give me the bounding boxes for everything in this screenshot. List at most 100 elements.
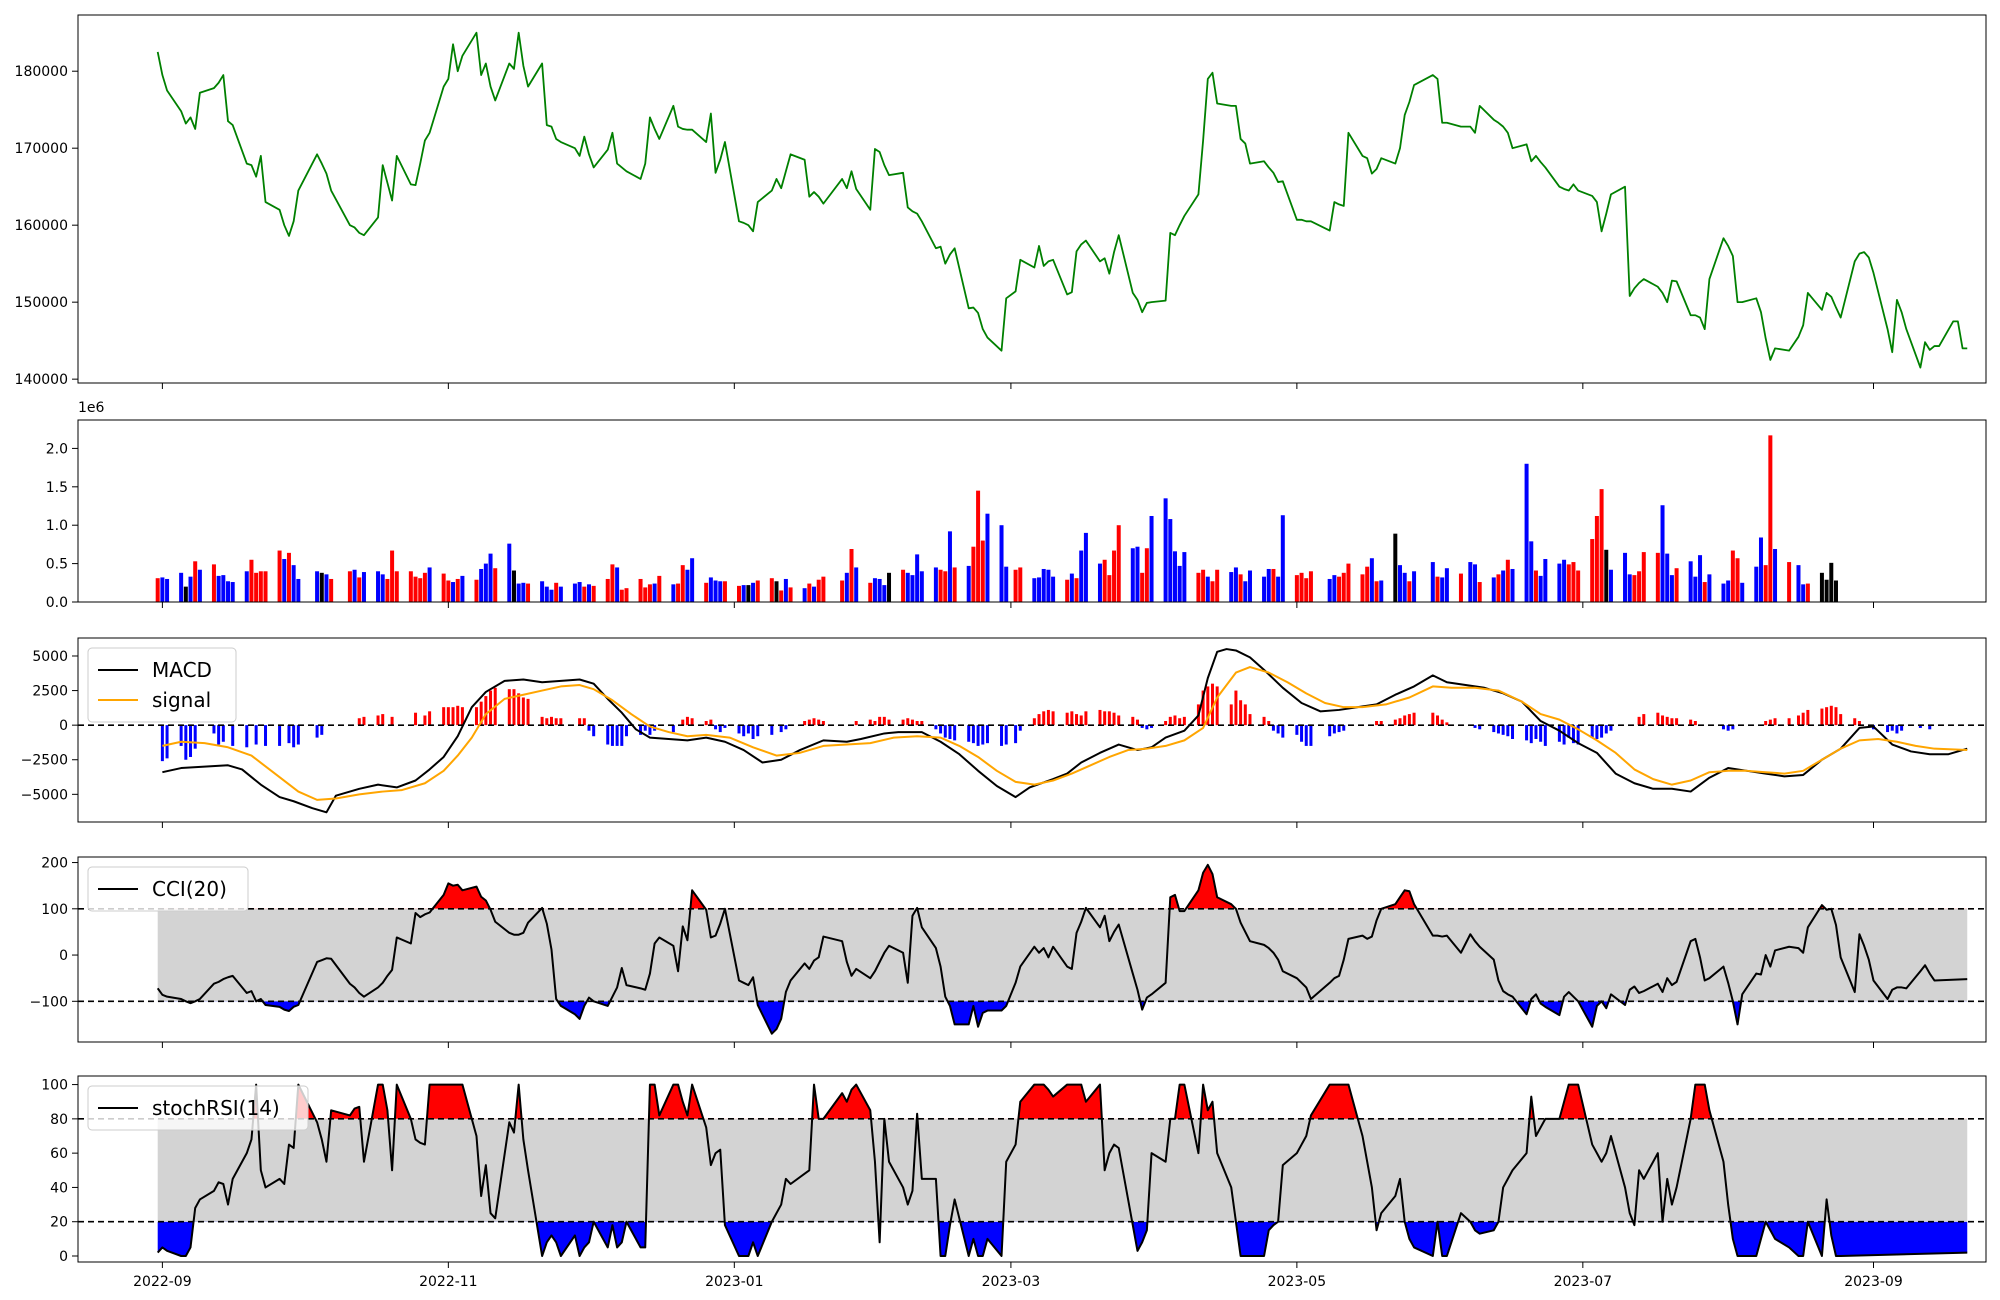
legend-frame [87, 647, 237, 723]
macd-histogram-bar [1281, 725, 1285, 738]
volume-bar [408, 571, 413, 602]
volume-bar [319, 572, 324, 602]
volume-bar [418, 578, 423, 602]
stochRSI(14)-line [156, 1083, 1968, 1257]
volume-bar [1590, 539, 1595, 602]
volume-bar [582, 586, 587, 602]
volume-bar [165, 578, 170, 602]
volume-bar [807, 583, 812, 602]
macd-histogram-bar [1886, 725, 1890, 733]
volume-bar [549, 589, 554, 602]
macd-histogram-bar [1229, 704, 1233, 726]
y-tick-label: 40 [50, 1180, 68, 1196]
macd-histogram-bar [901, 719, 905, 726]
volume-bar [1763, 565, 1768, 602]
signal-line [162, 666, 1968, 801]
macd-histogram-bar [803, 721, 807, 726]
macd-histogram-bar [704, 721, 708, 726]
macd-histogram-bar [1239, 700, 1243, 726]
volume-bar [844, 572, 849, 602]
volume-bar [933, 567, 938, 602]
macd-histogram-bar [1440, 719, 1444, 726]
volume-bar [671, 584, 676, 602]
x-tick-label: 2022-11 [419, 1274, 478, 1290]
macd-histogram-bar [1004, 725, 1008, 745]
macd-histogram-bar [1431, 712, 1435, 726]
volume-bar [1172, 551, 1177, 602]
volume-bar [1571, 562, 1576, 602]
y-tick-label: 170000 [15, 141, 68, 157]
y-tick-label: 60 [50, 1146, 68, 1162]
volume-bar [704, 582, 709, 602]
volume-bar [577, 582, 582, 602]
legend-label: CCI(20) [152, 877, 227, 901]
macd-histogram-bar [278, 725, 282, 746]
volume-bar [1477, 582, 1482, 602]
macd-histogram-bar [615, 725, 619, 746]
volume-bar [605, 578, 610, 602]
macd-histogram-bar [193, 725, 197, 749]
volume-bar [1819, 572, 1824, 602]
volume-bar [1458, 573, 1463, 602]
volume-bar [572, 583, 577, 602]
volume-bar [1102, 559, 1107, 602]
macd-histogram-bar [1398, 718, 1402, 726]
volume-bar [788, 587, 793, 602]
macd-histogram-bar [1525, 725, 1529, 741]
axes-frame [77, 14, 1987, 384]
volume-bar [1149, 515, 1154, 602]
volume-bar [915, 554, 920, 602]
panel-stochrsi: 0 20 40 60 80 100 stochRSI(14) 2022-09 2022-11 20… [41, 1075, 1987, 1290]
volume-bar [737, 585, 742, 602]
x-tick-label: 2023-05 [1268, 1274, 1327, 1290]
macd-histogram-bar [1117, 715, 1121, 726]
macd-histogram-bar [1670, 718, 1674, 726]
volume-bar [1824, 579, 1829, 602]
volume-bar [254, 572, 259, 602]
volume-bar [385, 578, 390, 602]
volume-bar [1201, 569, 1206, 602]
volume-bar [1229, 572, 1234, 602]
volume-bar [624, 588, 629, 602]
macd-histogram-bar [1726, 725, 1730, 731]
volume-bar [1233, 567, 1238, 602]
volume-bar [1773, 549, 1778, 602]
macd-histogram-bar [1890, 725, 1894, 731]
macd-histogram-bar [1234, 690, 1238, 726]
volume-bar [751, 582, 756, 602]
macd-histogram-bar [624, 725, 628, 737]
volume-bar [1079, 550, 1084, 602]
volume-bar [258, 571, 263, 602]
macd-histogram-bar [685, 716, 689, 726]
volume-bar [1140, 572, 1145, 602]
volume-bar [976, 490, 981, 602]
volume-bar [315, 571, 320, 602]
macd-histogram-bar [910, 719, 914, 726]
y-tick-label: 200 [41, 856, 68, 872]
macd-histogram-bar [254, 725, 258, 745]
x-tick-label: 2023-03 [982, 1274, 1041, 1290]
macd-histogram-bar [1042, 711, 1046, 726]
macd-histogram-bar [446, 707, 450, 726]
macd-histogram-bar [1267, 721, 1271, 726]
volume-bar [1641, 552, 1646, 602]
panel-price: 140000 150000 160000 170000 180000 [15, 14, 1987, 389]
volume-bar [1721, 583, 1726, 602]
volume-bar [1698, 555, 1703, 602]
volume-bar [1276, 576, 1281, 602]
y-tick-label: −100 [30, 994, 68, 1010]
volume-bar [1135, 546, 1140, 602]
volume-bar [690, 558, 695, 602]
y-tick-label: 5000 [32, 649, 68, 665]
volume-bar [352, 569, 357, 602]
macd-histogram-bar [1918, 725, 1922, 728]
volume-bar [211, 564, 216, 602]
macd-histogram-bar [1571, 725, 1575, 744]
volume-bar [1299, 572, 1304, 602]
macd-histogram-bar [1300, 725, 1304, 742]
volume-bar [1266, 568, 1271, 602]
y-tick-label: −5000 [21, 787, 68, 803]
macd-histogram-bar [1112, 712, 1116, 726]
volume-bar [1051, 576, 1056, 602]
volume-bar [647, 584, 652, 602]
